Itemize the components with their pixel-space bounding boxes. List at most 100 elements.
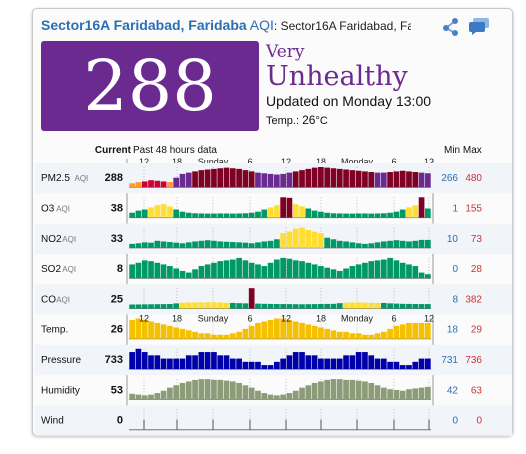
no2-bar	[305, 230, 312, 248]
pressure-bar	[135, 348, 142, 370]
temp-bar	[173, 327, 180, 339]
pm25-bar	[286, 172, 293, 188]
co-bar	[299, 304, 305, 309]
co-bar	[129, 304, 135, 309]
humidity-bar	[343, 379, 349, 400]
co-bar	[280, 304, 286, 309]
pressure-bar	[418, 358, 425, 370]
pressure-bar	[305, 355, 312, 370]
humidity-bar	[305, 385, 312, 400]
o3-bar	[154, 205, 161, 218]
aqi-value: 288	[83, 45, 217, 127]
so2-bar	[217, 261, 224, 279]
so2-bar	[248, 262, 255, 279]
so2-bar	[324, 267, 331, 279]
pressure-bar	[211, 352, 217, 370]
co-bar	[267, 303, 274, 309]
pressure-bar	[223, 355, 230, 370]
o3-bar	[425, 208, 431, 218]
pm25-bar	[148, 180, 154, 188]
comments-icon[interactable]	[467, 16, 489, 36]
o3-bar	[135, 210, 142, 218]
max-value: 28	[471, 264, 483, 275]
humidity-bar	[374, 385, 381, 400]
no2-bar	[229, 242, 236, 248]
temp-bar	[299, 322, 305, 339]
so2-bar	[425, 274, 431, 279]
o3-bar	[311, 210, 318, 218]
humidity-bar	[311, 382, 318, 400]
o3-bar	[255, 211, 261, 218]
pressure-bar	[160, 358, 167, 370]
no2-bar	[204, 240, 211, 248]
pm25-bar	[192, 171, 198, 188]
humidity-bar	[141, 395, 148, 400]
temp-bar	[198, 333, 205, 339]
min-value: 42	[447, 385, 459, 396]
pm25-bar	[242, 170, 249, 188]
no2-bar	[267, 240, 274, 248]
temp-bar	[355, 333, 362, 339]
pm25-bar	[280, 173, 286, 188]
temp-bar	[380, 331, 387, 339]
max-value: 155	[465, 203, 482, 214]
so2-bar	[129, 264, 135, 279]
pm25-bar	[185, 172, 192, 188]
o3-bar	[374, 213, 381, 218]
co-bar	[418, 304, 425, 309]
max-value: 29	[471, 325, 483, 336]
row-label-pm25: PM2.5	[41, 173, 70, 184]
min-value: 8	[452, 294, 458, 305]
current-value: 288	[105, 172, 123, 184]
current-value: 53	[111, 384, 123, 396]
o3-bar	[217, 213, 224, 218]
o3-bar	[343, 213, 349, 218]
humidity-bar	[299, 387, 305, 400]
pressure-bar	[204, 352, 211, 370]
temp-bar	[412, 322, 419, 339]
co-bar	[349, 302, 356, 309]
co-bar	[343, 302, 349, 309]
humidity-bar	[173, 385, 180, 400]
co-bar	[355, 302, 362, 309]
min-value: 0	[452, 264, 458, 275]
so2-bar	[179, 270, 186, 279]
so2-bar	[355, 264, 362, 279]
station-name-text: : Sector16A Faridabad, Fa	[273, 19, 411, 33]
pressure-bar	[217, 355, 224, 370]
temp-bar	[242, 328, 249, 339]
humidity-bar	[393, 389, 400, 400]
temp-bar	[179, 328, 186, 339]
o3-bar	[318, 211, 324, 218]
so2-bar	[135, 262, 142, 279]
pressure-bar	[248, 361, 255, 370]
pressure-bar	[349, 355, 356, 370]
so2-bar	[274, 259, 280, 279]
temp-time-tick-label: Monday	[341, 314, 374, 324]
no2-bar	[362, 243, 368, 248]
temp-bar	[148, 321, 154, 339]
humidity-bar	[324, 379, 331, 400]
pressure-bar	[154, 355, 161, 370]
temp-bar	[387, 328, 393, 339]
pm25-bar	[336, 168, 343, 188]
o3-bar	[305, 208, 312, 218]
share-icon[interactable]	[441, 16, 463, 36]
so2-bar	[318, 266, 324, 279]
so2-bar	[336, 270, 343, 279]
current-column-header: Current	[95, 145, 132, 156]
co-bar	[192, 302, 198, 309]
station-name-link[interactable]: Sector16A Faridabad, Faridaba	[41, 17, 247, 33]
pressure-bar	[355, 352, 362, 370]
pm25-bar	[362, 171, 368, 188]
so2-bar	[374, 260, 381, 279]
o3-bar	[274, 205, 280, 218]
temp-bar	[223, 334, 230, 339]
no2-bar	[185, 242, 192, 248]
temp-bar	[393, 325, 400, 339]
pressure-bar	[299, 352, 305, 370]
current-value: 8	[117, 263, 123, 275]
no2-bar	[355, 243, 362, 248]
o3-bar	[355, 213, 362, 218]
current-value: 0	[117, 415, 123, 427]
